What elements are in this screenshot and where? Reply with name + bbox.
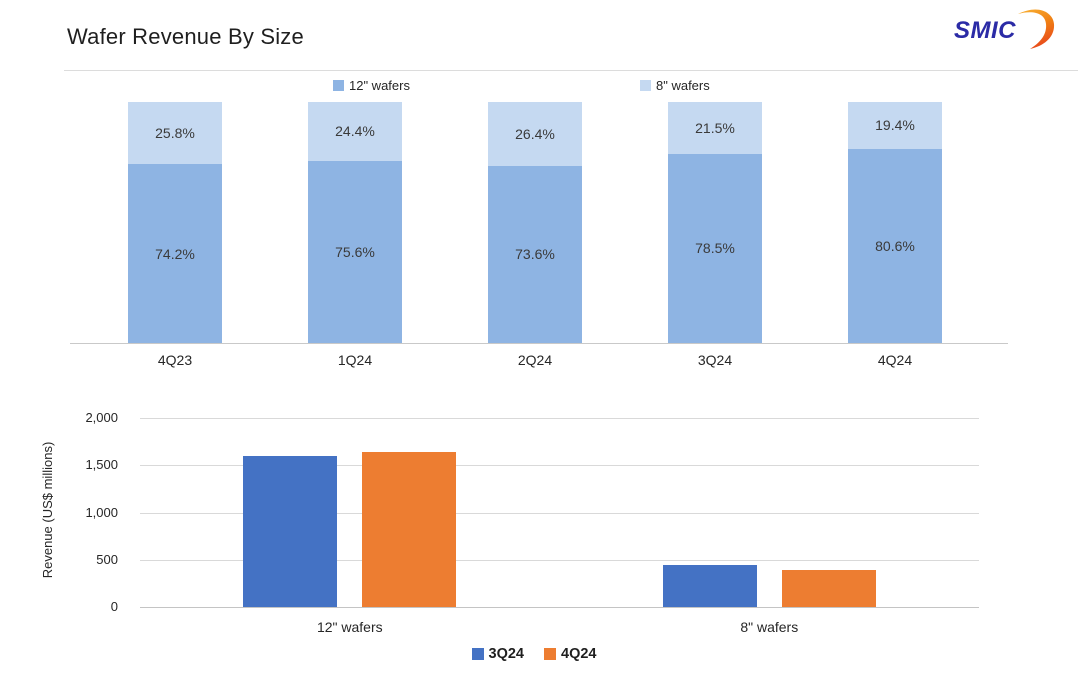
bar-4q24 — [781, 569, 876, 607]
legend-item-4q24: 4Q24 — [544, 646, 596, 662]
segment-value-label: 24.4% — [335, 123, 375, 140]
gridline — [140, 465, 979, 467]
stacked-column: 24.4% 75.6% — [308, 102, 402, 343]
segment-8in-wafers: 24.4% — [308, 102, 402, 161]
segment-value-label: 75.6% — [335, 243, 375, 260]
legend-item-8in-wafers: 8" wafers — [640, 78, 710, 93]
category-label: 8" wafers — [740, 619, 799, 635]
y-axis-title: Revenue (US$ millions) — [40, 441, 55, 579]
legend-label-8in: 8" wafers — [656, 78, 710, 93]
stacked-column: 19.4% 80.6% — [848, 102, 942, 343]
legend-swatch-4q24-icon — [544, 648, 556, 660]
legend-swatch-12in-icon — [333, 80, 344, 91]
bar-3q24 — [662, 565, 757, 607]
category-label: 12" wafers — [316, 619, 383, 635]
segment-value-label: 74.2% — [155, 245, 195, 262]
stacked-column: 25.8% 74.2% — [128, 102, 222, 343]
segment-value-label: 21.5% — [695, 119, 735, 136]
segment-12in-wafers: 80.6% — [848, 148, 942, 343]
legend-item-12in-wafers: 12" wafers — [333, 78, 410, 93]
segment-value-label: 25.8% — [155, 125, 195, 142]
gridline — [140, 607, 979, 608]
stacked-column: 21.5% 78.5% — [668, 102, 762, 343]
segment-value-label: 78.5% — [695, 240, 735, 257]
legend-item-3q24: 3Q24 — [471, 646, 524, 662]
segment-value-label: 73.6% — [515, 246, 555, 263]
gridline — [140, 418, 979, 419]
segment-8in-wafers: 26.4% — [488, 102, 582, 166]
stacked-column: 26.4% 73.6% — [488, 102, 582, 343]
smic-logo: SMIC — [954, 9, 1055, 49]
segment-12in-wafers: 74.2% — [128, 164, 222, 343]
legend-swatch-8in-icon — [640, 80, 651, 91]
x-axis-label: 3Q24 — [697, 352, 733, 368]
x-axis-label: 1Q24 — [337, 352, 373, 368]
grouped-chart-legend: 3Q24 4Q24 — [0, 646, 1068, 662]
title-divider — [64, 70, 1078, 71]
page-title: Wafer Revenue By Size — [67, 24, 304, 49]
legend-swatch-3q24-icon — [471, 648, 484, 660]
bar-4q24 — [362, 452, 457, 607]
stacked-chart-axis-line — [70, 343, 1008, 344]
segment-value-label: 19.4% — [875, 117, 915, 134]
legend-label-4q24: 4Q24 — [561, 646, 597, 662]
x-axis-label: 4Q24 — [877, 352, 913, 368]
bar-3q24 — [243, 455, 338, 607]
segment-value-label: 26.4% — [515, 125, 555, 142]
segment-8in-wafers: 21.5% — [668, 102, 762, 154]
segment-12in-wafers: 73.6% — [488, 165, 582, 343]
segment-8in-wafers: 19.4% — [848, 102, 942, 149]
segment-value-label: 80.6% — [875, 237, 915, 254]
gridline — [140, 559, 979, 561]
gridline — [140, 512, 979, 514]
segment-8in-wafers: 25.8% — [128, 102, 222, 165]
segment-12in-wafers: 75.6% — [308, 160, 402, 343]
legend-label-12in: 12" wafers — [349, 78, 410, 93]
segment-12in-wafers: 78.5% — [668, 153, 762, 343]
legend-label-3q24: 3Q24 — [488, 646, 524, 662]
x-axis-label: 2Q24 — [517, 352, 553, 368]
smic-logo-swoosh-icon — [1018, 9, 1055, 49]
smic-logo-text: SMIC — [954, 17, 1016, 44]
x-axis-label: 4Q23 — [157, 352, 193, 368]
